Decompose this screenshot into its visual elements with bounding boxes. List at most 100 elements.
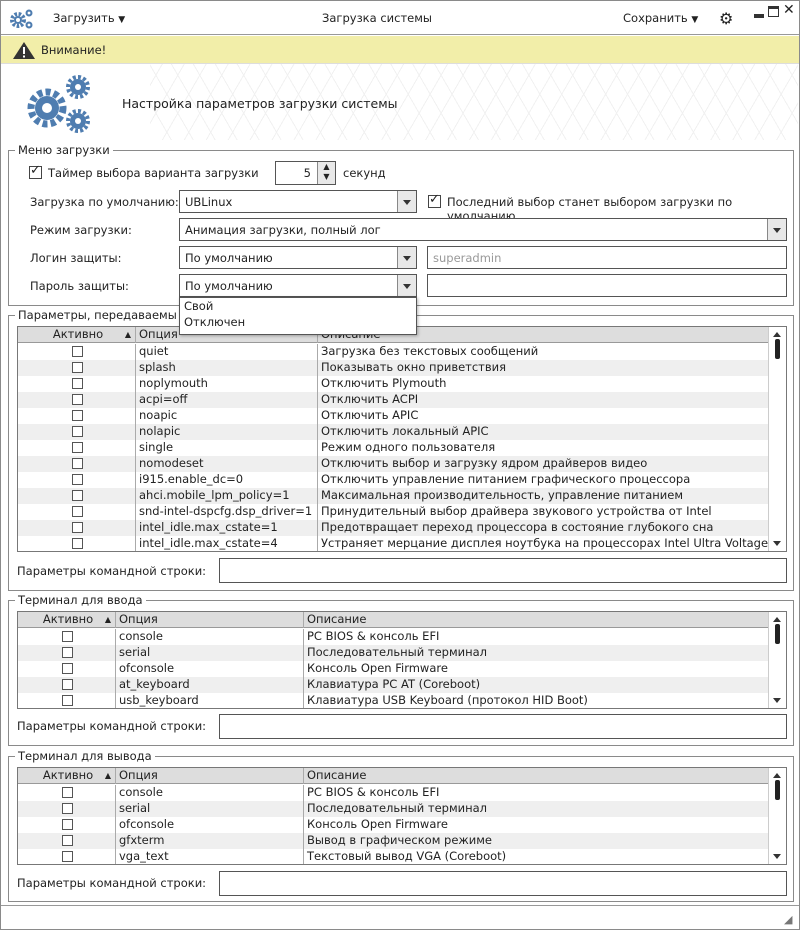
table-row[interactable]: serial Последовательный терминал [18, 801, 770, 817]
active-checkbox[interactable] [62, 835, 73, 846]
active-checkbox[interactable] [62, 647, 73, 658]
column-header[interactable]: Опция [116, 612, 304, 628]
column-header[interactable]: Описание [304, 612, 770, 628]
active-checkbox[interactable] [72, 394, 83, 405]
scroll-up-icon[interactable] [773, 617, 781, 622]
gear-icon[interactable]: ⚙ [719, 9, 734, 28]
maximize-button[interactable] [768, 6, 779, 17]
table-row[interactable]: usb_keyboard Клавиатура USB Keyboard (про… [18, 693, 770, 708]
active-checkbox[interactable] [72, 410, 83, 421]
active-cell [18, 440, 136, 456]
default-boot-combo[interactable]: UBLinux [179, 190, 417, 213]
column-header[interactable]: Описание [304, 768, 770, 784]
spin-arrows-icon[interactable]: ▲ ▼ [317, 162, 335, 184]
chevron-down-icon[interactable] [397, 247, 416, 268]
table-row[interactable]: i915.enable_dc=0 Отключить управление пит… [18, 472, 770, 488]
description-cell: Загрузка без текстовых сообщений [318, 344, 770, 360]
active-checkbox[interactable] [72, 474, 83, 485]
table-row[interactable]: splash Показывать окно приветствия [18, 360, 770, 376]
active-checkbox[interactable] [72, 442, 83, 453]
active-cell [18, 344, 136, 360]
description-cell: PC BIOS & консоль EFI [304, 629, 770, 645]
active-checkbox[interactable] [62, 679, 73, 690]
chevron-down-icon[interactable] [397, 275, 416, 296]
table-row[interactable]: console PC BIOS & консоль EFI [18, 785, 770, 801]
active-cell [18, 376, 136, 392]
scrollbar[interactable] [768, 612, 786, 708]
table-row[interactable]: single Режим одного пользователя [18, 440, 770, 456]
table-row[interactable]: intel_idle.max_cstate=1 Предотвращает пер… [18, 520, 770, 536]
table-row[interactable]: vga_text Текстовый вывод VGA (Coreboot) [18, 849, 770, 864]
table-row[interactable]: ahci.mobile_lpm_policy=1 Максимальная про… [18, 488, 770, 504]
output-cmdline-input[interactable] [219, 871, 787, 896]
scrollbar[interactable] [768, 768, 786, 864]
active-checkbox[interactable] [62, 787, 73, 798]
active-checkbox[interactable] [62, 695, 73, 706]
table-row[interactable]: noplymouth Отключить Plymouth [18, 376, 770, 392]
column-header[interactable]: Опция [116, 768, 304, 784]
scroll-down-icon[interactable] [773, 541, 781, 546]
login-input[interactable]: superadmin [427, 246, 787, 269]
description-cell: Консоль Open Firmware [304, 817, 770, 833]
active-checkbox[interactable] [72, 362, 83, 373]
table-row[interactable]: serial Последовательный терминал [18, 645, 770, 661]
table-row[interactable]: console PC BIOS & консоль EFI [18, 629, 770, 645]
table-row[interactable]: nomodeset Отключить выбор и загрузку ядро… [18, 456, 770, 472]
password-combo[interactable]: По умолчанию [179, 274, 417, 297]
active-checkbox[interactable] [72, 378, 83, 389]
table-row[interactable]: snd-intel-dspcfg.dsp_driver=1 Принудитель… [18, 504, 770, 520]
scroll-up-icon[interactable] [773, 332, 781, 337]
scroll-up-icon[interactable] [773, 773, 781, 778]
column-header[interactable]: Активно ▲ [18, 768, 116, 784]
resize-grip-icon[interactable]: ◢ [784, 913, 793, 926]
table-row[interactable]: at_keyboard Клавиатура PC AT (Coreboot) [18, 677, 770, 693]
kernel-cmdline-input[interactable] [219, 558, 787, 583]
login-combo[interactable]: По умолчанию [179, 246, 417, 269]
active-checkbox[interactable] [62, 663, 73, 674]
table-row[interactable]: nolapic Отключить локальный APIC [18, 424, 770, 440]
chevron-down-icon[interactable] [397, 191, 416, 212]
active-checkbox[interactable] [72, 346, 83, 357]
input-cmdline-input[interactable] [219, 714, 787, 739]
load-menu-button[interactable]: Загрузить ▼ [53, 11, 125, 25]
password-input[interactable] [427, 274, 787, 297]
active-checkbox[interactable] [72, 490, 83, 501]
chevron-down-icon[interactable] [767, 219, 786, 240]
scroll-thumb[interactable] [775, 780, 780, 800]
timer-spinbox[interactable]: 5 ▲ ▼ [275, 161, 336, 185]
timer-checkbox[interactable] [29, 163, 42, 179]
kernel-params-label: Параметры, передаваемы [15, 308, 180, 322]
active-checkbox[interactable] [72, 538, 83, 549]
scroll-down-icon[interactable] [773, 698, 781, 703]
active-checkbox[interactable] [72, 458, 83, 469]
table-row[interactable]: ofconsole Консоль Open Firmware [18, 661, 770, 677]
save-menu-button[interactable]: Сохранить ▼ [623, 11, 698, 25]
dropdown-option-custom[interactable]: Свой [184, 299, 214, 313]
boot-menu-label: Меню загрузки [15, 143, 113, 157]
table-row[interactable]: ofconsole Консоль Open Firmware [18, 817, 770, 833]
boot-mode-combo[interactable]: Анимация загрузки, полный лог [179, 218, 787, 241]
table-row[interactable]: gfxterm Вывод в графическом режиме [18, 833, 770, 849]
minimize-button[interactable] [754, 14, 764, 18]
close-button[interactable]: ✕ [783, 2, 795, 18]
column-header[interactable]: Активно ▲ [18, 327, 136, 343]
table-row[interactable]: acpi=off Отключить ACPI [18, 392, 770, 408]
column-header[interactable]: Активно ▲ [18, 612, 116, 628]
active-checkbox[interactable] [62, 819, 73, 830]
table-row[interactable]: noapic Отключить APIC [18, 408, 770, 424]
active-checkbox[interactable] [62, 803, 73, 814]
scroll-down-icon[interactable] [773, 854, 781, 859]
active-checkbox[interactable] [62, 631, 73, 642]
scrollbar[interactable] [768, 327, 786, 551]
active-checkbox[interactable] [72, 522, 83, 533]
active-checkbox[interactable] [72, 426, 83, 437]
last-choice-checkbox[interactable] [428, 192, 441, 208]
scroll-thumb[interactable] [775, 339, 780, 359]
scroll-thumb[interactable] [775, 624, 780, 644]
column-header[interactable]: Опция [136, 327, 318, 343]
active-checkbox[interactable] [72, 506, 83, 517]
table-row[interactable]: quiet Загрузка без текстовых сообщений [18, 344, 770, 360]
active-checkbox[interactable] [62, 851, 73, 862]
table-row[interactable]: intel_idle.max_cstate=4 Устраняет мерцани… [18, 536, 770, 551]
dropdown-option-disabled[interactable]: Отключен [184, 315, 246, 329]
